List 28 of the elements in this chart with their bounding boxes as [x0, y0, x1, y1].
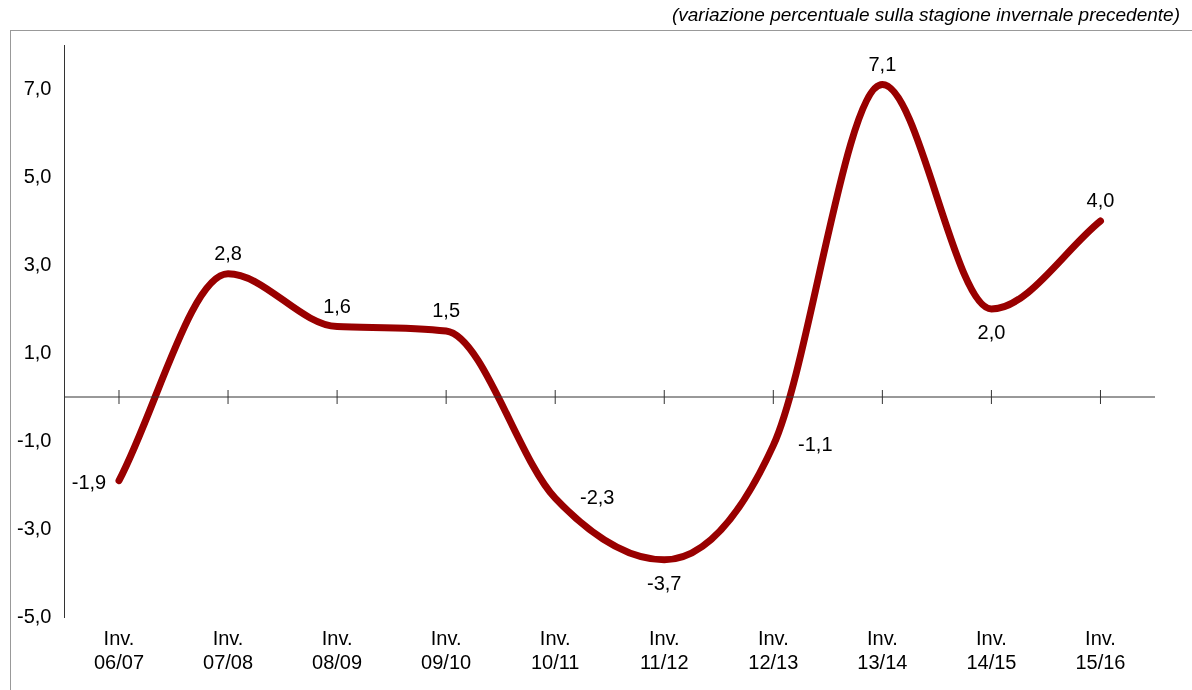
chart-subtitle: (variazione percentuale sulla stagione invernale precedente) [671, 4, 1180, 26]
y-tick-label: 7,0 [23, 76, 52, 99]
x-tick-label: Inv. 10/11 [530, 626, 580, 673]
y-tick-label: -1,0 [16, 428, 52, 451]
y-tick-label: 5,0 [23, 164, 52, 187]
x-tick-label: Inv. 14/15 [966, 626, 1017, 673]
y-tick-label: -3,0 [16, 516, 52, 539]
data-label: -1,9 [71, 470, 107, 493]
x-tick-label: Inv. 15/16 [1075, 626, 1126, 673]
data-label: -3,7 [647, 571, 682, 594]
data-label: 4,0 [1086, 189, 1115, 211]
x-tick-label: Inv. 12/13 [748, 626, 799, 673]
x-tick-label: Inv. 09/10 [421, 626, 472, 673]
y-tick-label: 1,0 [23, 340, 52, 363]
x-tick-label: Inv. 11/12 [639, 626, 689, 673]
y-tick-label: 3,0 [23, 252, 52, 275]
x-tick-label: Inv. 13/14 [857, 626, 908, 673]
data-label: 1,5 [432, 299, 461, 321]
y-tick-label: -5,0 [16, 604, 52, 627]
data-label: 1,6 [323, 294, 351, 317]
data-label: -2,3 [579, 486, 615, 509]
x-tick-label: Inv. 07/08 [203, 626, 254, 673]
data-label: 2,0 [977, 321, 1006, 343]
data-label: -1,1 [798, 433, 833, 456]
data-label: 7,1 [868, 52, 897, 75]
x-tick-label: Inv. 06/07 [93, 626, 145, 673]
x-tick-label: Inv. 08/09 [312, 626, 363, 673]
data-label: 2,8 [214, 241, 242, 264]
